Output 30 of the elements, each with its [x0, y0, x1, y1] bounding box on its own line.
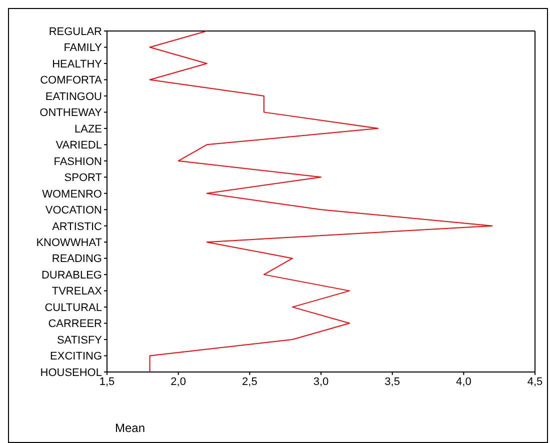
- y-tick-label: EXCITING: [50, 350, 102, 363]
- x-tick-label: 4,5: [527, 376, 543, 388]
- x-axis-title: Mean: [115, 421, 146, 435]
- y-tick-label: EATINGOU: [45, 90, 102, 103]
- x-tick-label: 3,0: [313, 376, 329, 388]
- y-tick-label: SATISFY: [56, 334, 103, 346]
- y-tick-label: COMFORTA: [40, 74, 103, 87]
- y-tick-label: SPORT: [64, 172, 102, 184]
- x-tick-label: 2,0: [170, 376, 186, 388]
- x-tick-label: 1,5: [99, 376, 115, 388]
- y-tick-label: HOUSEHOL: [40, 366, 102, 379]
- y-tick-label: FASHION: [54, 156, 102, 168]
- y-tick-label: WOMENRO: [42, 188, 102, 200]
- y-tick-label: READING: [52, 253, 102, 266]
- y-tick-label: KNOWWHAT: [36, 237, 102, 249]
- x-tick-label: 2,5: [242, 376, 258, 388]
- y-tick-label: TVRELAX: [52, 286, 103, 298]
- y-tick-label: REGULAR: [48, 26, 102, 38]
- y-tick-label: LAZE: [74, 123, 102, 136]
- y-tick-label: ARTISTIC: [52, 220, 102, 233]
- y-tick-label: DURABLEG: [41, 269, 102, 282]
- y-tick-label: VARIEDL: [56, 140, 102, 152]
- x-tick-label: 3,5: [384, 376, 400, 388]
- y-tick-label: CULTURAL: [44, 302, 102, 314]
- y-tick-label: HEALTHY: [52, 58, 103, 70]
- x-tick-label: 4,0: [456, 376, 472, 388]
- y-tick-label: VOCATION: [45, 204, 102, 217]
- y-tick-label: ONTHEWAY: [40, 107, 103, 120]
- y-tick-label: CARREER: [48, 318, 102, 330]
- y-tick-label: FAMILY: [64, 42, 103, 54]
